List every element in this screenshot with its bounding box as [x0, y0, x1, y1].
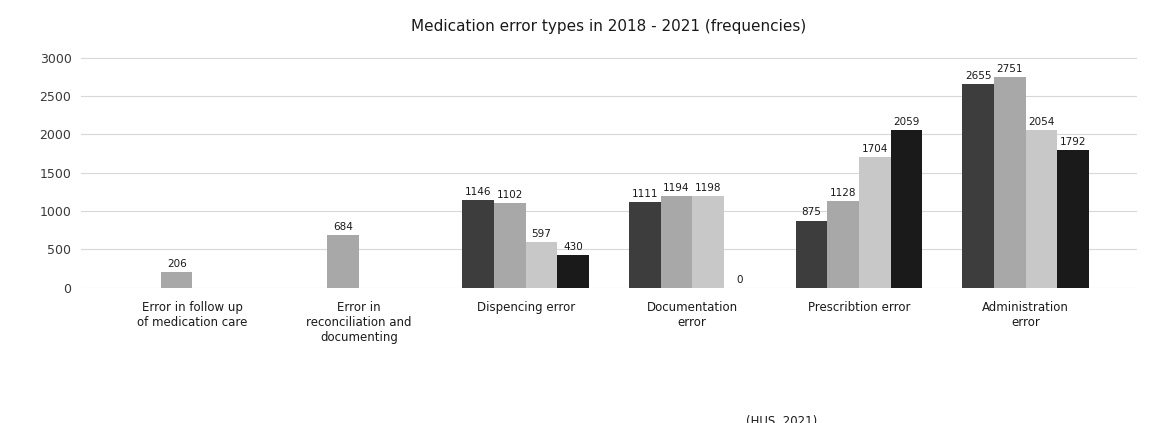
Bar	[994, 77, 1025, 288]
Bar	[1057, 150, 1089, 288]
Text: 597: 597	[531, 229, 551, 239]
Title: Medication error types in 2018 - 2021 (frequencies): Medication error types in 2018 - 2021 (f…	[412, 19, 806, 34]
Text: 0: 0	[737, 275, 744, 285]
Text: 2655: 2655	[965, 71, 992, 81]
Bar	[557, 255, 589, 288]
Text: 2059: 2059	[893, 117, 920, 127]
Text: 1102: 1102	[496, 190, 523, 200]
Text: 1146: 1146	[465, 187, 492, 197]
Bar	[1025, 130, 1057, 288]
Text: 206: 206	[167, 259, 187, 269]
Bar	[629, 203, 661, 288]
Text: 684: 684	[333, 222, 353, 232]
Bar	[463, 200, 494, 288]
Bar	[962, 84, 994, 288]
Text: 1198: 1198	[695, 183, 722, 193]
Bar	[525, 242, 557, 288]
Bar	[796, 220, 827, 288]
Text: 1128: 1128	[829, 188, 856, 198]
Text: 1704: 1704	[862, 144, 887, 154]
Bar	[661, 196, 693, 288]
Text: 1194: 1194	[664, 183, 690, 193]
Bar	[693, 196, 724, 288]
Text: 2054: 2054	[1028, 117, 1054, 127]
Bar	[161, 272, 193, 288]
Bar	[891, 130, 922, 288]
Text: 1792: 1792	[1060, 137, 1086, 147]
Bar	[327, 235, 360, 288]
Bar	[827, 201, 858, 288]
Text: 1111: 1111	[631, 190, 658, 199]
Bar	[494, 203, 525, 288]
Text: 2751: 2751	[996, 63, 1023, 74]
Text: 875: 875	[802, 208, 821, 217]
Text: (HUS, 2021): (HUS, 2021)	[746, 415, 818, 423]
Legend: 2018, 2019, 2020, 2021: 2018, 2019, 2020, 2021	[383, 421, 602, 423]
Text: 430: 430	[564, 242, 583, 252]
Bar	[858, 157, 891, 288]
